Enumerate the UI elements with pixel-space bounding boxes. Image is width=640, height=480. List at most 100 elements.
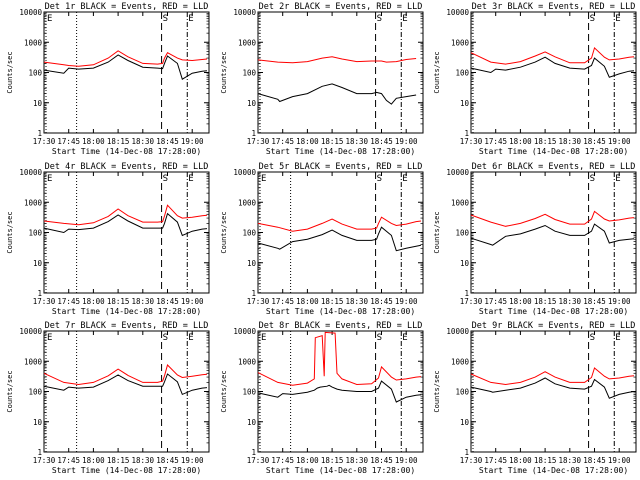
marker-label: S [163,333,168,343]
y-axis-label: Counts/sec [220,211,228,253]
x-axis-label: Start Time (14-Dec-08 17:28:00) [52,147,201,156]
marker-label: S [590,174,595,184]
y-tick-label: 10000 [233,8,256,17]
x-tick-label: 18:15 [107,297,130,306]
x-tick-label: 19:00 [395,456,418,465]
y-tick-label: 1000 [238,198,257,207]
series-line-events [470,223,635,246]
y-tick-label: 1 [251,448,256,457]
x-tick-label: 19:00 [608,137,631,146]
y-tick-label: 1000 [451,198,470,207]
chart-title: Det 7r BLACK = Events, RED = LLD [45,321,209,331]
series-line-lld [470,46,635,65]
chart-panel-4: Det 4r BLACK = Events, RED = LLD 1 10 100 10… [6,162,210,316]
chart-panel-7: Det 7r BLACK = Events, RED = LLD 1 10 100 10… [6,321,210,475]
x-tick-label: 18:30 [559,456,582,465]
chart-panel-3: Det 3r BLACK = Events, RED = LLD 1 10 100 10… [433,2,637,156]
marker-label: E [261,333,266,343]
chart-title: Det 5r BLACK = Events, RED = LLD [259,162,423,172]
y-tick-label: 10 [33,99,43,108]
marker-label: S [590,333,595,343]
x-tick-label: 18:00 [296,297,319,306]
y-tick-label: 1 [464,289,469,298]
x-tick-label: 18:15 [107,456,130,465]
series-line-events [257,226,422,252]
plot-frame [257,330,424,453]
y-tick-label: 10 [460,99,470,108]
y-tick-label: 100 [455,229,469,238]
y-tick-label: 10 [460,259,470,268]
y-tick-label: 1 [37,129,42,138]
y-tick-label: 1000 [24,357,43,366]
chart-title: Det 1r BLACK = Events, RED = LLD [45,2,209,12]
marker-label: S [377,333,382,343]
y-tick-label: 10000 [19,327,42,336]
y-axis-label: Counts/sec [433,51,441,93]
x-tick-label: 18:00 [296,137,319,146]
marker-label: E [615,174,620,184]
marker-label: E [402,174,407,184]
y-tick-label: 1 [251,129,256,138]
y-tick-label: 10 [247,99,257,108]
marker-label: S [590,14,595,24]
plot-frame [257,11,424,134]
y-tick-label: 10000 [19,8,42,17]
y-tick-label: 10000 [19,168,42,177]
marker-label: E [615,333,620,343]
x-tick-label: 18:30 [346,456,369,465]
series-line-lld [257,56,417,64]
y-tick-label: 10 [460,418,470,427]
x-tick-label: 18:30 [132,137,155,146]
y-tick-label: 100 [242,388,256,397]
series-line-lld [470,367,635,386]
x-tick-label: 17:45 [484,137,507,146]
y-tick-label: 100 [28,229,42,238]
series-line-lld [257,331,422,386]
chart-title: Det 8r BLACK = Events, RED = LLD [259,321,423,331]
x-tick-label: 17:45 [271,297,294,306]
x-tick-label: 18:45 [370,456,393,465]
y-tick-label: 1000 [24,198,43,207]
chart-panel-5: Det 5r BLACK = Events, RED = LLD 1 10 100 10… [220,162,424,316]
x-tick-label: 17:30 [33,137,56,146]
x-axis-label: Start Time (14-Dec-08 17:28:00) [266,307,415,316]
x-tick-label: 18:00 [82,137,105,146]
x-tick-label: 17:45 [484,456,507,465]
x-tick-label: 18:45 [156,137,179,146]
x-axis-label: Start Time (14-Dec-08 17:28:00) [479,307,628,316]
x-tick-label: 18:45 [370,297,393,306]
y-axis-label: Counts/sec [220,370,228,412]
y-tick-label: 1 [37,289,42,298]
y-tick-label: 10000 [446,8,469,17]
x-tick-label: 18:00 [509,456,532,465]
x-tick-label: 17:30 [247,137,270,146]
x-tick-label: 18:45 [583,137,606,146]
x-tick-label: 19:00 [181,137,204,146]
x-tick-label: 17:30 [460,297,483,306]
x-tick-label: 18:00 [296,456,319,465]
x-tick-label: 18:45 [370,137,393,146]
series-line-events [470,56,635,78]
y-tick-label: 10000 [446,327,469,336]
marker-label: S [377,14,382,24]
y-axis-label: Counts/sec [6,211,14,253]
marker-label: E [188,14,193,24]
x-tick-label: 17:30 [460,137,483,146]
y-tick-label: 1 [464,448,469,457]
x-tick-label: 17:30 [33,456,56,465]
x-tick-label: 18:00 [82,456,105,465]
chart-title: Det 6r BLACK = Events, RED = LLD [472,162,636,172]
y-axis-label: Counts/sec [6,51,14,93]
x-tick-label: 18:00 [509,137,532,146]
y-tick-label: 1 [251,289,256,298]
x-tick-label: 18:15 [321,137,344,146]
x-tick-label: 19:00 [181,297,204,306]
series-line-events [43,212,208,237]
y-tick-label: 100 [455,69,469,78]
x-axis-label: Start Time (14-Dec-08 17:28:00) [266,466,415,475]
y-tick-label: 100 [242,229,256,238]
x-tick-label: 18:15 [534,137,557,146]
chart-panel-2: Det 2r BLACK = Events, RED = LLD 1 10 100 10… [220,2,424,156]
y-axis-label: Counts/sec [6,370,14,412]
